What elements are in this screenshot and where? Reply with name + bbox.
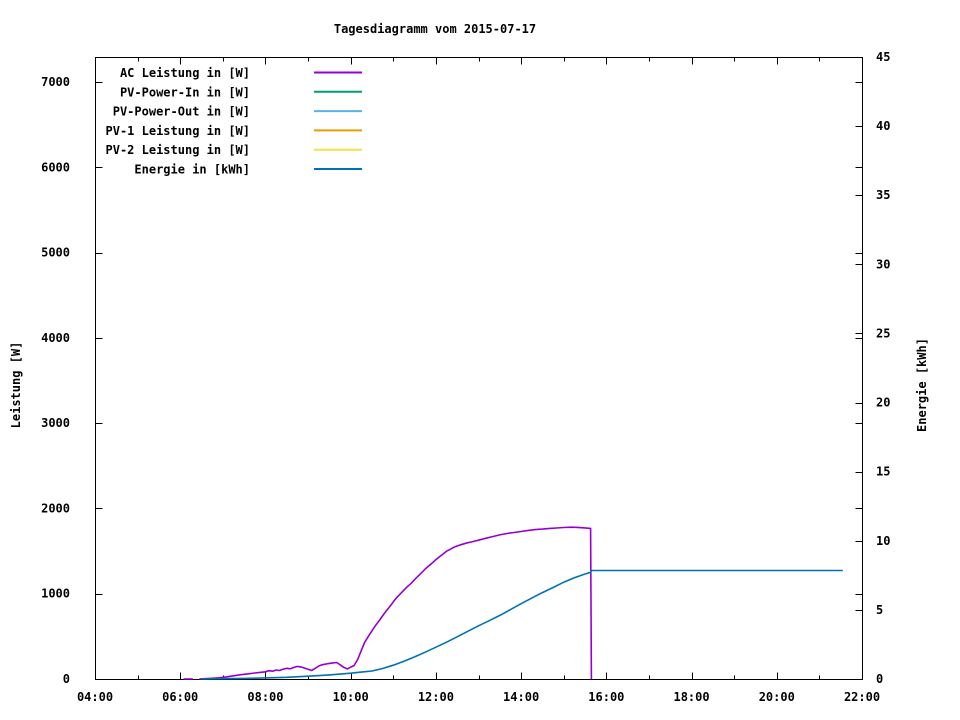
series-line-energie-in-kwh <box>201 569 843 680</box>
x-tick-label: 04:00 <box>77 690 113 704</box>
y-left-tick-label: 0 <box>63 672 70 686</box>
legend-label: PV-Power-Out in [W] <box>113 105 250 119</box>
x-tick-label: 16:00 <box>588 690 624 704</box>
x-tick-label: 14:00 <box>503 690 539 704</box>
y-right-tick-label: 5 <box>876 603 883 617</box>
y-left-tick-label: 7000 <box>41 75 70 89</box>
x-tick-label: 12:00 <box>418 690 454 704</box>
y-right-tick-label: 0 <box>876 672 883 686</box>
y-right-tick-label: 35 <box>876 188 890 202</box>
y-left-tick-label: 5000 <box>41 246 70 260</box>
legend-label: Energie in [kWh] <box>134 163 250 177</box>
legend-label: PV-2 Leistung in [W] <box>106 143 251 157</box>
y-left-tick-label: 6000 <box>41 160 70 174</box>
x-tick-label: 10:00 <box>333 690 369 704</box>
y-left-tick-label: 3000 <box>41 416 70 430</box>
y-right-tick-label: 20 <box>876 396 890 410</box>
y-right-tick-label: 45 <box>876 50 890 64</box>
y-left-tick-label: 1000 <box>41 587 70 601</box>
y-left-tick-label: 4000 <box>41 331 70 345</box>
y-left-tick-label: 2000 <box>41 501 70 515</box>
legend-label: PV-Power-In in [W] <box>120 85 250 99</box>
y-right-tick-label: 25 <box>876 326 890 340</box>
legend-label: PV-1 Leistung in [W] <box>106 124 251 138</box>
y-right-tick-label: 10 <box>876 534 890 548</box>
x-tick-label: 22:00 <box>844 690 880 704</box>
chart-title: Tagesdiagramm vom 2015-07-17 <box>333 22 537 36</box>
y-right-tick-label: 30 <box>876 257 890 271</box>
x-tick-label: 20:00 <box>759 690 795 704</box>
y-right-tick-label: 15 <box>876 465 890 479</box>
x-tick-label: 18:00 <box>673 690 709 704</box>
legend-label: AC Leistung in [W] <box>120 66 250 80</box>
series-line-ac-leistung-in-w <box>183 526 593 680</box>
x-tick-label: 08:00 <box>247 690 283 704</box>
y-right-tick-label: 40 <box>876 119 890 133</box>
x-tick-label: 06:00 <box>162 690 198 704</box>
